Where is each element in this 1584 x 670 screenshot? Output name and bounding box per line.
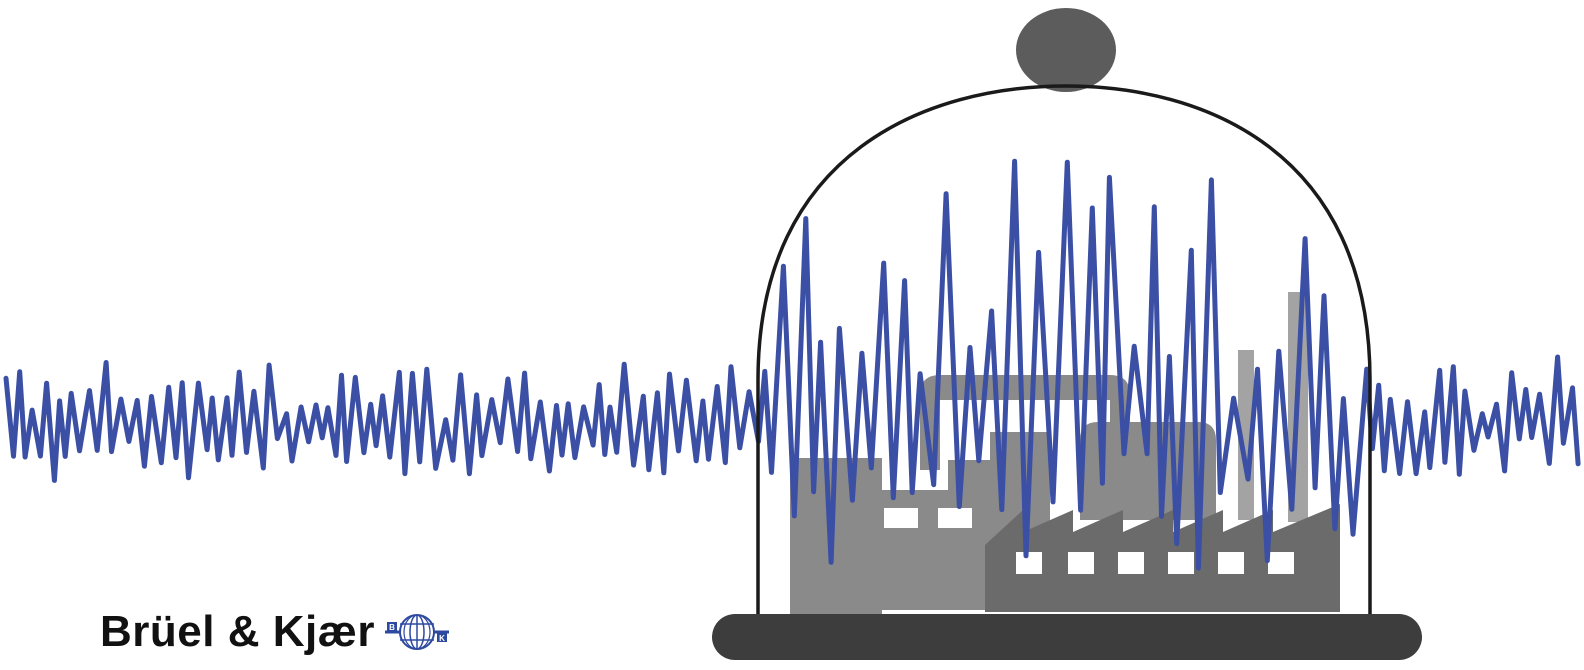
waveform-icon (3, 158, 1581, 571)
factory-window-left-2 (938, 508, 972, 528)
factory-window (1118, 552, 1144, 574)
logo-letter-k: K (439, 634, 445, 643)
dome-knob-icon (1016, 8, 1116, 92)
factory-window (1268, 552, 1294, 574)
factory-window (1016, 552, 1042, 574)
factory-sawtooth-hall (985, 504, 1340, 612)
factory-window (1218, 552, 1244, 574)
dome-base (712, 614, 1422, 660)
brand-lockup: Brüel & Kjær B K (100, 602, 449, 662)
factory-window (1168, 552, 1194, 574)
factory-window-left-1 (884, 508, 918, 528)
logo-letter-b: B (389, 623, 395, 632)
factory-window (1068, 552, 1094, 574)
bell-jar-dome-icon (756, 84, 1372, 620)
brand-name: Brüel & Kjær (100, 607, 375, 656)
globe-logo-icon: B K (384, 614, 449, 650)
